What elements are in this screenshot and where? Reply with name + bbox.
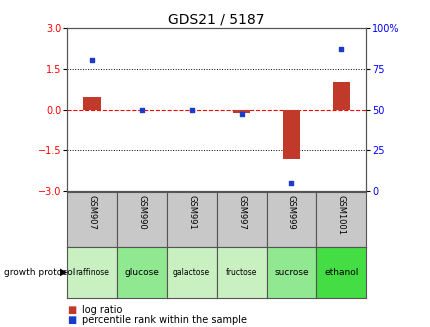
Point — [188, 107, 195, 112]
Text: log ratio: log ratio — [82, 305, 122, 315]
Point — [237, 112, 244, 117]
Point — [337, 46, 344, 52]
Text: ▶: ▶ — [60, 267, 68, 277]
Bar — [282, 110, 300, 159]
Text: fructose: fructose — [225, 268, 257, 277]
Text: galactose: galactose — [173, 268, 210, 277]
Text: GSM999: GSM999 — [286, 195, 295, 230]
Text: ethanol: ethanol — [323, 268, 358, 277]
Text: GSM1001: GSM1001 — [336, 195, 345, 235]
Text: percentile rank within the sample: percentile rank within the sample — [82, 315, 246, 325]
Bar — [332, 82, 349, 110]
Text: GSM907: GSM907 — [87, 195, 96, 230]
Text: ■: ■ — [67, 305, 76, 315]
Text: GSM991: GSM991 — [187, 195, 196, 230]
Text: raffinose: raffinose — [75, 268, 108, 277]
Point — [138, 107, 145, 112]
Text: glucose: glucose — [124, 268, 159, 277]
Point — [88, 58, 95, 63]
Text: sucrose: sucrose — [273, 268, 308, 277]
Bar — [232, 110, 250, 113]
Text: GSM990: GSM990 — [137, 195, 146, 230]
Text: GSM997: GSM997 — [237, 195, 246, 230]
Text: ■: ■ — [67, 315, 76, 325]
Point — [287, 181, 294, 186]
Title: GDS21 / 5187: GDS21 / 5187 — [168, 13, 264, 26]
Text: growth protocol: growth protocol — [4, 268, 76, 277]
Bar — [83, 97, 100, 110]
